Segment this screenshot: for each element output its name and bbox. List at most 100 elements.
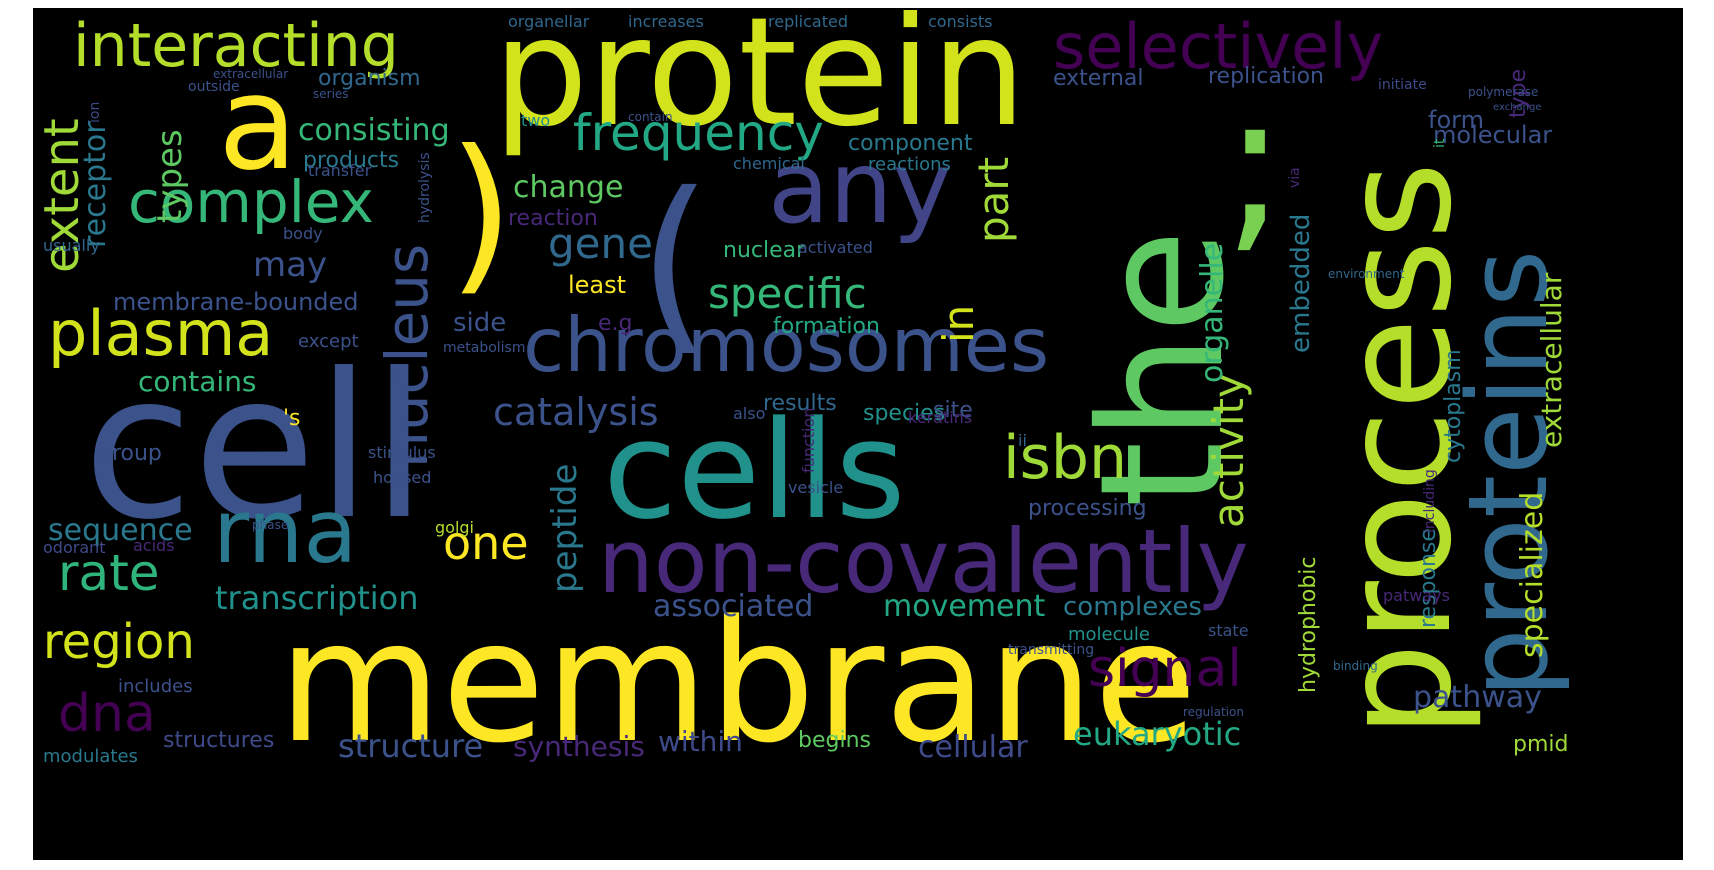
cloud-word: gene	[548, 219, 653, 268]
cloud-word: cell	[83, 331, 428, 564]
cloud-word: hydrolysis	[417, 152, 433, 223]
cloud-word: movement	[883, 589, 1046, 624]
cloud-word: ion	[87, 101, 103, 123]
cloud-word: side	[453, 308, 507, 338]
cloud-word: replication	[1208, 64, 1325, 89]
cloud-word: molecular	[1433, 121, 1553, 149]
cloud-word: synthesis	[513, 730, 645, 763]
cloud-word: specific	[708, 269, 867, 318]
cloud-word: in	[934, 304, 983, 343]
cloud-word: transmitting	[1008, 642, 1095, 658]
cloud-word: specialized	[1515, 491, 1550, 658]
cloud-word: metabolism	[443, 340, 526, 356]
word-cloud: membrane cell protein process the cells protei…	[33, 8, 1683, 860]
cloud-word: membrane-bounded	[113, 288, 359, 316]
cloud-word: replicated	[768, 12, 848, 31]
cloud-word: rate	[58, 544, 160, 602]
cloud-word: except	[298, 331, 359, 352]
cloud-word: golgi	[435, 518, 474, 537]
cloud-word: results	[763, 391, 837, 416]
cloud-word: binding	[1333, 659, 1378, 673]
cloud-word: via	[1287, 167, 1303, 188]
cloud-word: (	[638, 152, 713, 373]
cloud-word: extracellular	[1535, 272, 1568, 448]
cloud-word: housed	[373, 468, 432, 487]
cloud-word: odorant	[43, 538, 106, 557]
cloud-word: regulation	[1183, 705, 1244, 719]
cloud-word: ;	[1223, 52, 1288, 273]
cloud-word: dna	[58, 684, 156, 744]
cloud-word: structure	[338, 727, 484, 765]
cloud-word: including	[1422, 469, 1438, 533]
cloud-word: one	[443, 516, 529, 570]
cloud-word: molecule	[1068, 624, 1151, 645]
cloud-word: body	[283, 224, 323, 243]
cloud-word: complexes	[1063, 592, 1202, 622]
cloud-word: cellular	[918, 730, 1028, 765]
cloud-word: cytoplasm	[1441, 349, 1466, 463]
cloud-word: activity	[1204, 373, 1253, 528]
cloud-word: organellar	[508, 12, 590, 31]
cloud-word: interacting	[73, 11, 399, 81]
cloud-word: external	[1053, 66, 1144, 91]
cloud-word: consists	[928, 12, 993, 31]
cloud-word: patways	[1383, 586, 1450, 605]
cloud-word: group	[98, 441, 162, 466]
cloud-word: initiate	[1378, 77, 1427, 93]
cloud-word: may	[253, 245, 328, 285]
cloud-word: reaction	[508, 206, 598, 231]
cloud-word: transfer	[308, 161, 372, 180]
cloud-word: types	[150, 129, 190, 223]
cloud-word: environment	[1328, 267, 1405, 281]
cloud-word: stimulus	[368, 443, 436, 462]
cloud-word: outside	[188, 79, 240, 95]
cloud-word: nucleus	[373, 243, 441, 468]
cloud-word: signal	[1088, 639, 1242, 699]
cloud-word: contain	[628, 110, 673, 124]
cloud-word: change	[513, 170, 624, 205]
cloud-word: )	[448, 114, 515, 312]
cloud-word: least	[568, 271, 627, 299]
cloud-word: transcription	[215, 579, 419, 617]
cloud-word: peptide	[545, 463, 585, 593]
cloud-word: two	[521, 111, 551, 130]
cloud-word: pathway	[1413, 680, 1542, 715]
cloud-word: protein	[493, 8, 1027, 160]
cloud-word: complex	[128, 168, 374, 236]
cloud-word: sequence	[48, 513, 193, 548]
cloud-word: a	[218, 47, 298, 199]
cloud-word: nuclear	[723, 238, 806, 263]
cloud-word: consisting	[298, 113, 450, 148]
cloud-word: form	[1428, 106, 1484, 134]
cloud-word: within	[658, 725, 743, 758]
cloud-word: ii	[1018, 431, 1027, 450]
cloud-word: part	[969, 156, 1018, 243]
cloud-word: receptor	[78, 121, 113, 248]
cloud-word: region	[43, 614, 195, 670]
cloud-word: contains	[138, 365, 257, 398]
cloud-word: component	[848, 131, 973, 156]
cloud-word: keratins	[908, 408, 973, 427]
cloud-word: associated	[653, 589, 814, 624]
cloud-word: increases	[628, 12, 704, 31]
cloud-word: site	[933, 398, 973, 423]
cloud-word: products	[303, 148, 400, 173]
cloud-word: begins	[798, 728, 871, 753]
cloud-word: frequency	[573, 104, 824, 162]
cloud-word: embedded	[1286, 213, 1316, 353]
cloud-word: usually	[43, 236, 100, 255]
cloud-word: e.g	[598, 311, 633, 336]
cloud-word: rna	[213, 480, 358, 583]
cloud-word: membrane	[278, 584, 1198, 780]
cloud-word: chemical	[733, 154, 805, 173]
cloud-word: 's	[283, 406, 301, 431]
cloud-word: exchange	[1493, 102, 1542, 113]
cloud-word: isbn	[1003, 423, 1128, 493]
cloud-word: processing	[1028, 496, 1147, 521]
cloud-word: extracellular	[213, 67, 289, 81]
cloud-word: pmid	[1513, 732, 1569, 757]
cloud-word: organelle	[1195, 242, 1230, 383]
cloud-word: species	[863, 401, 946, 426]
cloud-word: cells	[603, 392, 906, 549]
cloud-word: structures	[163, 728, 275, 753]
